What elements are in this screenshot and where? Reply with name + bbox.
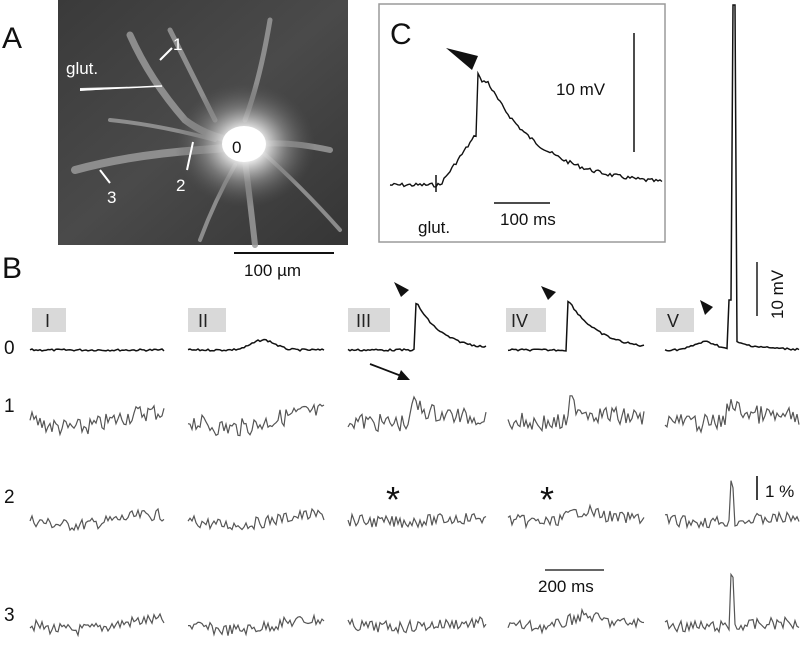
row-label-1: 1 [4, 396, 15, 417]
trace-v-col4 [507, 300, 645, 352]
trace-f1-col5 [664, 399, 800, 434]
trace-v-col2 [187, 338, 325, 352]
trace-f1-col1 [29, 404, 165, 437]
scalebar-b-fluor-label: 1 % [765, 482, 794, 501]
scalebar-c-time-label: 100 ms [500, 210, 556, 229]
arrowhead-iii [394, 282, 409, 297]
row-label-2: 2 [4, 487, 15, 508]
col-label-v: V [667, 311, 679, 331]
panel-c-frame [378, 3, 666, 243]
site1-marker [159, 47, 173, 61]
trace-f1-col3 [347, 395, 487, 433]
trace-f3-col2 [188, 613, 325, 637]
trace-v-col5 [664, 4, 800, 352]
col-label-i: I [45, 311, 50, 331]
traces-b [29, 4, 800, 638]
arrowhead-iv [541, 286, 556, 300]
site-label-3: 3 [107, 188, 116, 207]
trace-f1-col4 [507, 395, 645, 433]
trace-v-col3 [347, 302, 487, 352]
row-label-0: 0 [4, 338, 15, 359]
site3-marker [99, 169, 111, 184]
trace-f3-col1 [29, 612, 165, 638]
micrograph: glut. 0 1 2 3 [58, 0, 348, 248]
panel-b-letter: B [2, 252, 22, 285]
arrowhead-v [700, 300, 713, 315]
arrow-iii [369, 363, 405, 378]
row-label-3: 3 [4, 605, 15, 626]
scalebar-b-voltage-label: 10 mV [768, 269, 787, 319]
site-label-2: 2 [176, 176, 185, 195]
trace-f2-col1 [29, 507, 165, 532]
stim-label-c: glut. [418, 218, 450, 237]
site-label-0: 0 [232, 138, 241, 157]
trace-f2-col2 [187, 507, 325, 531]
arrowhead-c [446, 48, 478, 70]
col-label-iv: IV [511, 311, 528, 331]
col-label-iii: III [356, 311, 371, 331]
trace-f2-col3 [347, 512, 487, 529]
trace-f3-col4 [507, 607, 645, 635]
soma [222, 126, 266, 162]
site-label-1: 1 [173, 35, 182, 54]
scalebar-um-label: 100 µm [244, 261, 301, 280]
scalebar-b-time-label: 200 ms [538, 577, 594, 596]
panel-a-letter: A [2, 22, 22, 55]
panel-c-letter: C [390, 18, 412, 51]
trace-f3-col3 [347, 616, 487, 635]
asterisk-iv: * [540, 479, 554, 520]
site2-marker [186, 141, 194, 171]
col-label-ii: II [198, 311, 208, 331]
trace-f1-col2 [187, 402, 325, 437]
asterisk-iii: * [386, 479, 400, 520]
glut-label-a: glut. [66, 59, 98, 78]
trace-f2-col4 [507, 503, 645, 530]
trace-f2-col5 [664, 480, 800, 530]
trace-v-col1 [29, 348, 165, 352]
trace-f3-col5 [664, 572, 800, 634]
scalebar-c-voltage-label: 10 mV [556, 80, 606, 99]
